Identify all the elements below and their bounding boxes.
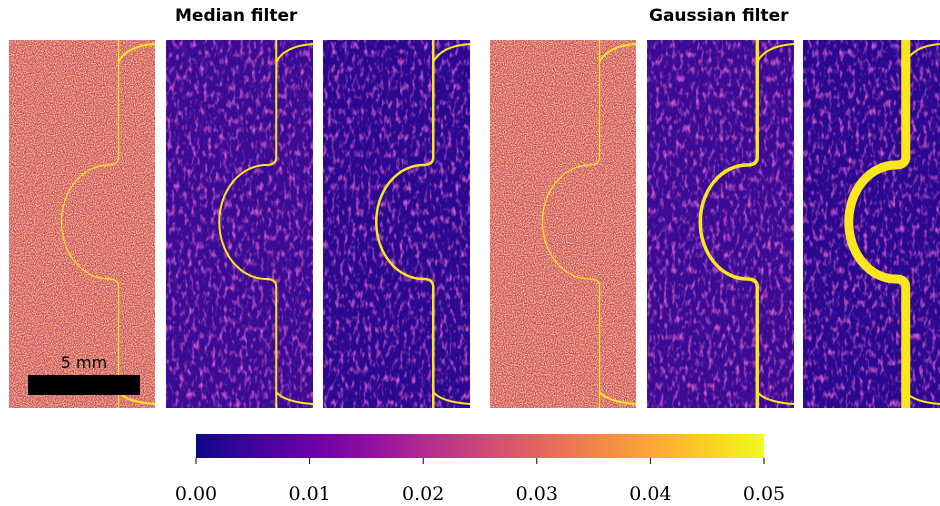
panel-title: Gaussian filter <box>649 6 789 26</box>
tick-label: 0.04 <box>629 483 671 505</box>
colorbar: 0.00 0.01 0.02 0.03 0.04 0.05 <box>175 434 785 505</box>
image-panels <box>9 40 940 408</box>
scale-bar-label: 5 mm <box>61 353 107 372</box>
tick-label: 0.01 <box>288 483 330 505</box>
image-panel <box>490 40 637 408</box>
image-panel <box>803 40 940 408</box>
colorbar-scale <box>196 434 764 458</box>
image-panel <box>166 40 314 408</box>
tick-label: 0.03 <box>516 483 558 505</box>
image-panel <box>9 40 156 408</box>
tick-label: 0.00 <box>175 483 217 505</box>
image-panel <box>323 40 471 408</box>
scale-bar <box>28 375 140 395</box>
tick-label: 0.02 <box>402 483 444 505</box>
panel-title: Median filter <box>175 6 298 26</box>
tick-label: 0.05 <box>743 483 785 505</box>
image-panel <box>647 40 795 408</box>
